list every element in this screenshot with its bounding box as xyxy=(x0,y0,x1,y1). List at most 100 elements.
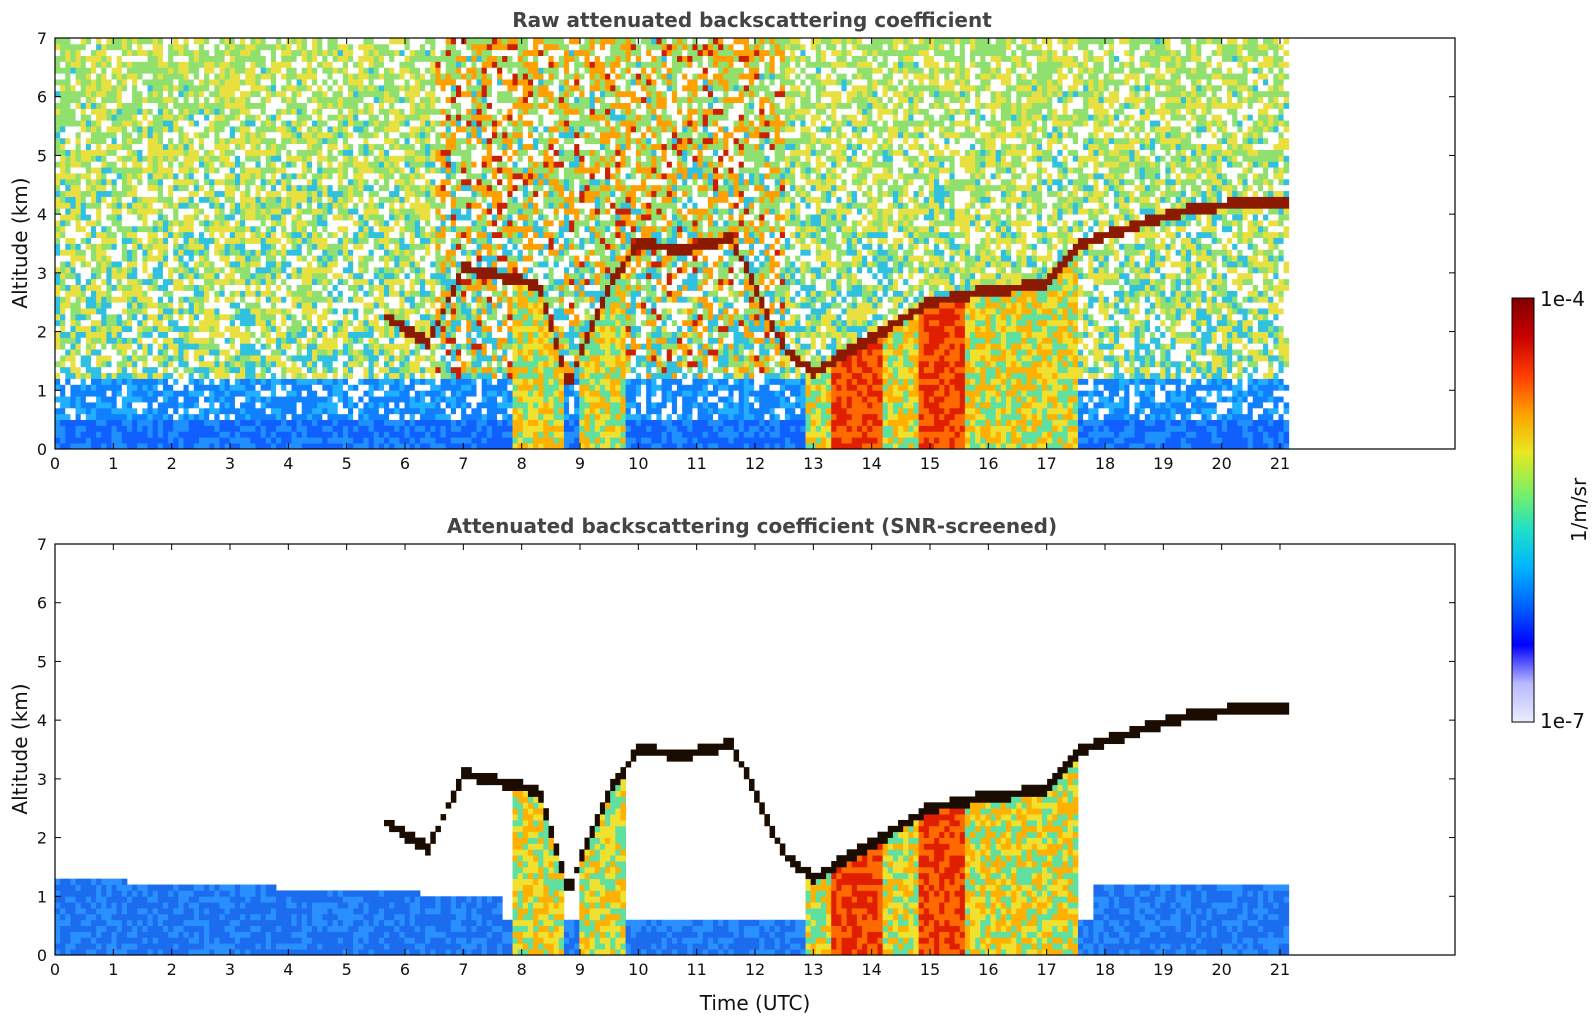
heatmap-cell xyxy=(122,332,128,338)
heatmap-cell xyxy=(353,426,359,432)
heatmap-cell xyxy=(220,384,226,390)
heatmap-cell xyxy=(250,296,256,302)
heatmap-cell xyxy=(322,91,328,97)
heatmap-cell xyxy=(117,426,123,432)
heatmap-cell xyxy=(106,320,112,326)
heatmap-cell xyxy=(194,208,200,214)
heatmap-cell xyxy=(230,437,236,443)
heatmap-cell xyxy=(286,361,292,367)
heatmap-cell xyxy=(158,202,164,208)
heatmap-cell xyxy=(194,91,200,97)
heatmap-cell xyxy=(106,267,112,273)
heatmap-cell xyxy=(55,302,61,308)
heatmap-cell xyxy=(101,437,107,443)
heatmap-cell xyxy=(158,191,164,197)
heatmap-cell xyxy=(199,261,205,267)
heatmap-cell xyxy=(291,67,297,73)
heatmap-cell xyxy=(96,108,102,114)
heatmap-cell xyxy=(101,220,107,226)
heatmap-cell xyxy=(220,179,226,185)
heatmap-cell xyxy=(204,91,210,97)
heatmap-cell xyxy=(189,273,195,279)
heatmap-cell xyxy=(142,79,148,85)
heatmap-cell xyxy=(204,202,210,208)
heatmap-cell xyxy=(286,332,292,338)
heatmap-cell xyxy=(214,155,220,161)
heatmap-cell xyxy=(250,384,256,390)
heatmap-cell xyxy=(91,44,97,50)
heatmap-cell xyxy=(163,97,169,103)
heatmap-cell xyxy=(132,85,138,91)
heatmap-cell xyxy=(338,91,344,97)
heatmap-cell xyxy=(250,290,256,296)
heatmap-cell xyxy=(117,390,123,396)
heatmap-cell xyxy=(405,431,411,437)
heatmap-cell xyxy=(327,214,333,220)
heatmap-cell xyxy=(199,302,205,308)
heatmap-cell xyxy=(168,232,174,238)
heatmap-cell xyxy=(261,379,267,385)
heatmap-cell xyxy=(153,202,159,208)
heatmap-cell xyxy=(307,103,313,109)
heatmap-cell xyxy=(410,61,416,67)
heatmap-cell xyxy=(266,426,272,432)
heatmap-cell xyxy=(281,255,287,261)
heatmap-cell xyxy=(60,138,66,144)
heatmap-cell xyxy=(261,197,267,203)
heatmap-cell xyxy=(235,79,241,85)
heatmap-cell xyxy=(137,420,143,426)
heatmap-cell xyxy=(173,85,179,91)
heatmap-cell xyxy=(374,314,380,320)
heatmap-cell xyxy=(209,232,215,238)
heatmap-cell xyxy=(369,402,375,408)
heatmap-cell xyxy=(230,302,236,308)
heatmap-cell xyxy=(96,361,102,367)
heatmap-cell xyxy=(137,273,143,279)
heatmap-cell xyxy=(281,61,287,67)
heatmap-cell xyxy=(394,56,400,62)
heatmap-cell xyxy=(163,73,169,79)
heatmap-cell xyxy=(250,326,256,332)
heatmap-cell xyxy=(384,220,390,226)
heatmap-cell xyxy=(117,238,123,244)
heatmap-cell xyxy=(91,214,97,220)
heatmap-cell xyxy=(178,296,184,302)
heatmap-cell xyxy=(225,50,231,56)
heatmap-cell xyxy=(70,44,76,50)
heatmap-cell xyxy=(81,349,87,355)
heatmap-cell xyxy=(101,179,107,185)
heatmap-cell xyxy=(245,38,251,44)
heatmap-cell xyxy=(281,279,287,285)
heatmap-cell xyxy=(214,314,220,320)
heatmap-cell xyxy=(261,343,267,349)
heatmap-cell xyxy=(214,244,220,250)
heatmap-cell xyxy=(163,373,169,379)
heatmap-cell xyxy=(379,144,385,150)
heatmap-cell xyxy=(230,320,236,326)
heatmap-cell xyxy=(399,314,405,320)
heatmap-cell xyxy=(379,379,385,385)
heatmap-cell xyxy=(338,302,344,308)
heatmap-cell xyxy=(91,384,97,390)
heatmap-cell xyxy=(81,426,87,432)
heatmap-cell xyxy=(70,255,76,261)
heatmap-cell xyxy=(286,179,292,185)
heatmap-cell xyxy=(142,167,148,173)
heatmap-cell xyxy=(142,144,148,150)
heatmap-cell xyxy=(230,414,236,420)
heatmap-cell xyxy=(348,244,354,250)
heatmap-cell xyxy=(173,285,179,291)
heatmap-cell xyxy=(358,238,364,244)
heatmap-cell xyxy=(132,285,138,291)
heatmap-cell xyxy=(194,279,200,285)
heatmap-cell xyxy=(194,285,200,291)
heatmap-cell xyxy=(148,279,154,285)
heatmap-cell xyxy=(91,197,97,203)
heatmap-cell xyxy=(168,273,174,279)
raw-backscatter-panel: Raw attenuated backscattering coefficien… xyxy=(8,8,1455,473)
heatmap-cell xyxy=(291,367,297,373)
heatmap-cell xyxy=(209,38,215,44)
heatmap-cell xyxy=(112,202,118,208)
heatmap-cell xyxy=(343,144,349,150)
heatmap-cell xyxy=(148,314,154,320)
